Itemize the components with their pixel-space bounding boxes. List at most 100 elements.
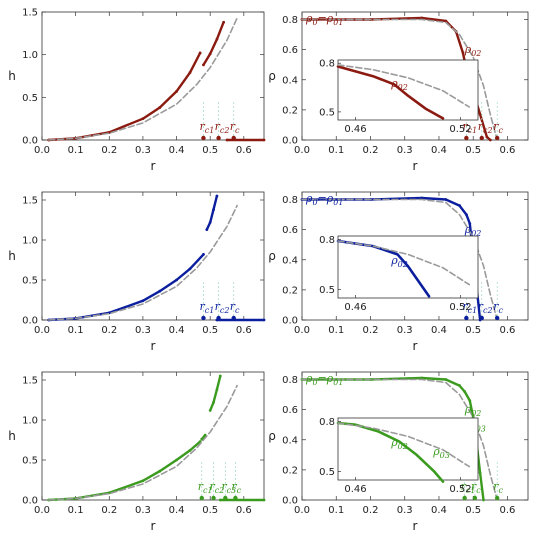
critical-radius-marker [494, 315, 500, 321]
series-point [225, 138, 229, 142]
series-point [464, 213, 468, 216]
critical-radius-marker [233, 495, 238, 501]
panel-rho-vs-r-row3: 0.0 0.1 0.2 0.3 0.4 0.5 0.6 0.0 0.2 0.4 0.6 0.8 r ρ rc… [268, 371, 529, 533]
inset-plot: 0.46 0.52 0.5 0.8 ρ02 [319, 59, 479, 135]
x-tick-label: 0.2 [101, 325, 117, 336]
critical-radius-label: rc2 [478, 300, 493, 315]
y-axis-label: h [8, 249, 16, 263]
series-point [141, 117, 145, 121]
y-axis-label: ρ [268, 429, 276, 443]
x-tick-label: 0.2 [101, 505, 117, 516]
y-tick-label: 0.8 [282, 15, 298, 26]
series-point [141, 299, 145, 303]
series-point [444, 198, 448, 201]
critical-radius-label: rc [231, 480, 241, 495]
series-point [205, 228, 209, 232]
inset-x-tick-label: 0.46 [344, 484, 366, 495]
critical-radius-marker [464, 315, 469, 321]
series-point [458, 384, 461, 387]
inset-y-tick-label: 0.5 [319, 285, 335, 296]
series-point [202, 253, 205, 256]
series-line-1 [205, 194, 219, 231]
series-line-2 [47, 17, 238, 141]
critical-radius-label: rc [230, 300, 240, 315]
critical-radius-label: rc1 [199, 120, 214, 135]
x-tick-label: 0.3 [135, 325, 151, 336]
x-tick-label: 0.3 [397, 325, 413, 336]
inset-series-line-1 [337, 240, 471, 286]
y-tick-label: 0.0 [22, 316, 38, 327]
rho-equality-label: ρ0=ρ01 [305, 372, 343, 387]
x-tick-label: 0.0 [34, 505, 50, 516]
series-point [208, 221, 212, 224]
series-line-0 [47, 440, 202, 502]
x-tick-label: 0.2 [101, 145, 117, 156]
panel-h-vs-r-row3: 0.0 0.1 0.2 0.3 0.4 0.5 0.60.00.51.01.5rhrc1rc… [8, 371, 266, 533]
inset-rho-label: ρ02 [390, 254, 408, 269]
series-point [175, 89, 178, 93]
series-point [444, 19, 448, 23]
series-point [468, 399, 472, 403]
inset-series-line-1 [337, 422, 471, 468]
critical-radius-label: rc1 [198, 480, 213, 495]
series-point [188, 267, 192, 271]
x-tick-label: 0.4 [169, 325, 185, 336]
y-tick-label: 0.4 [282, 255, 298, 266]
series-point [478, 113, 482, 116]
x-tick-label: 0.1 [328, 145, 344, 156]
rho-equality-label: ρ0=ρ01 [305, 192, 343, 207]
series-point [208, 409, 212, 412]
critical-radius-label: rc [471, 480, 481, 495]
y-axis-label: h [8, 69, 16, 83]
x-axis-label: r [413, 339, 418, 353]
series-point [188, 71, 192, 74]
critical-radius-label: rc [493, 300, 503, 315]
critical-radius-label: rc [493, 120, 503, 135]
critical-radius-marker [201, 135, 206, 141]
y-tick-label: 0.6 [282, 405, 298, 416]
y-tick-label: 0.0 [282, 316, 298, 327]
x-tick-label: 0.2 [363, 325, 379, 336]
y-tick-label: 0.4 [282, 435, 298, 446]
series-point [158, 289, 162, 293]
plot-frame [41, 371, 265, 501]
series-point [175, 278, 178, 282]
y-tick-label: 0.5 [22, 93, 38, 104]
inset-frame [337, 59, 479, 121]
y-tick-label: 0.8 [282, 195, 298, 206]
inset-y-tick-label: 0.5 [319, 467, 335, 478]
series-point [218, 374, 222, 378]
x-tick-label: 0.6 [500, 325, 516, 336]
critical-radius-marker [479, 135, 484, 141]
series-point [485, 135, 489, 139]
series-point [203, 433, 207, 437]
x-axis-label: r [151, 339, 156, 353]
panel-rho-vs-r-row2: 0.0 0.1 0.2 0.3 0.4 0.5 0.6 0.0 0.2 0.4 0.6 0.8 r ρ rc… [268, 191, 529, 353]
y-tick-label: 1.5 [22, 8, 38, 19]
series-point [200, 437, 204, 441]
critical-radius-label: rc3 [221, 480, 236, 495]
series-point [215, 194, 219, 198]
x-axis-label: r [151, 519, 156, 533]
critical-radius-marker [231, 315, 236, 321]
y-tick-label: 1.0 [22, 236, 38, 247]
x-axis-label: r [413, 519, 418, 533]
x-tick-label: 0.5 [202, 325, 218, 336]
inset-rho-label: ρ02 [390, 77, 408, 92]
x-tick-label: 0.3 [135, 505, 151, 516]
critical-radius-label: rc2 [215, 120, 230, 135]
series-point [158, 469, 162, 473]
x-axis-label: r [413, 159, 418, 173]
x-tick-label: 0.3 [397, 145, 413, 156]
series-point [202, 63, 205, 67]
x-tick-label: 0.0 [34, 325, 50, 336]
plot-frame [301, 191, 529, 321]
inset-x-tick-label: 0.46 [344, 302, 366, 313]
inset-rho-label: ρ03 [432, 445, 450, 460]
y-axis-label: ρ [268, 69, 276, 83]
inset-series-line-0 [336, 421, 445, 483]
critical-radius-marker [462, 495, 467, 501]
x-tick-label: 0.4 [431, 505, 447, 516]
series-point [458, 204, 461, 207]
